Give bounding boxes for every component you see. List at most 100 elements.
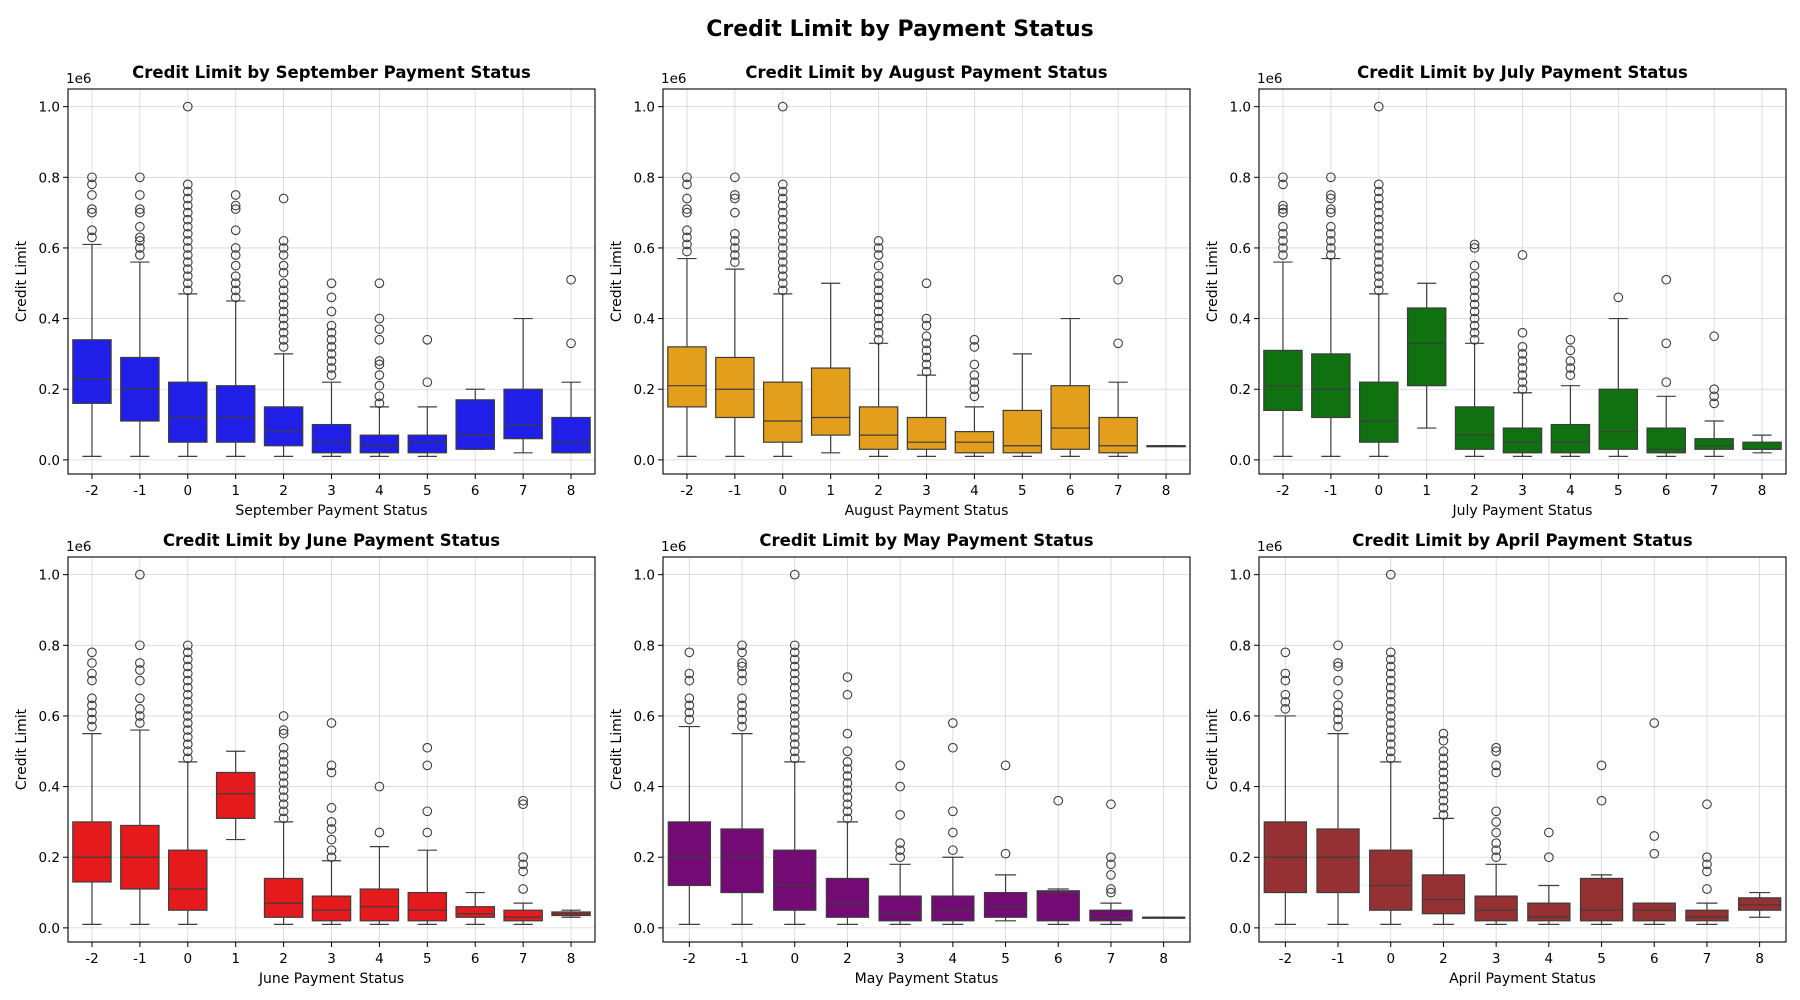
x-tick-label: 8 xyxy=(1159,951,1168,967)
outlier-point xyxy=(789,725,800,735)
subplot-april: Credit Limit by April Payment Status 1e6… xyxy=(1205,531,1787,987)
outlier-point xyxy=(789,689,800,700)
outlier-point xyxy=(374,370,385,380)
outlier-point xyxy=(682,225,692,236)
outlier-point xyxy=(730,193,740,204)
outlier-point xyxy=(182,682,193,693)
y-tick-label: 0.2 xyxy=(634,382,655,398)
outlier-point xyxy=(777,200,788,211)
subplot-title: Credit Limit by September Payment Status xyxy=(132,63,531,82)
outlier-point xyxy=(518,884,528,894)
iqr-box xyxy=(983,891,1028,918)
outlier-point xyxy=(1469,278,1480,289)
outlier-point xyxy=(87,190,97,200)
box--2 xyxy=(72,647,112,925)
outlier-point xyxy=(684,668,695,679)
outlier-point xyxy=(789,739,800,750)
outlier-point xyxy=(135,221,145,232)
outlier-point xyxy=(326,760,337,771)
outlier-point xyxy=(374,781,385,792)
outlier-point xyxy=(1326,204,1336,214)
outlier-point xyxy=(1385,682,1396,693)
box-2 xyxy=(1454,239,1495,457)
outlier-point xyxy=(422,334,433,345)
outlier-point xyxy=(921,320,932,331)
y-tick-label: 1.0 xyxy=(1230,568,1251,584)
outlier-point xyxy=(278,320,289,331)
outlier-point xyxy=(1053,795,1064,806)
x-tick-label: 2 xyxy=(874,483,883,499)
outlier-point xyxy=(1000,848,1011,859)
y-tick-label: 0.6 xyxy=(634,709,655,725)
outlier-point xyxy=(684,714,695,725)
outlier-point xyxy=(789,718,800,728)
outlier-point xyxy=(895,852,906,863)
box-7 xyxy=(1089,799,1133,925)
outlier-point xyxy=(1517,370,1528,380)
iqr-box xyxy=(825,877,870,918)
iqr-box xyxy=(1579,877,1624,922)
box-2 xyxy=(825,672,870,925)
outlier-point xyxy=(1469,313,1480,324)
outlier-point xyxy=(326,292,337,303)
outlier-point xyxy=(1702,859,1712,870)
axes-frame xyxy=(67,556,596,943)
outlier-point xyxy=(182,250,193,260)
iqr-box xyxy=(1454,406,1495,450)
outlier-point xyxy=(1326,228,1336,239)
iqr-box xyxy=(1316,828,1360,894)
subplot-september: Credit Limit by September Payment Status… xyxy=(14,63,596,519)
outlier-point xyxy=(1373,278,1384,289)
outlier-point xyxy=(1661,274,1672,285)
y-tick-label: 0.2 xyxy=(39,382,60,398)
y-offset-label: 1e6 xyxy=(66,71,91,87)
x-tick-label: -2 xyxy=(680,483,693,499)
y-offset-label: 1e6 xyxy=(661,539,686,555)
outlier-point xyxy=(777,250,788,260)
iqr-box xyxy=(1527,902,1571,922)
x-tick-label: 3 xyxy=(327,483,336,499)
outlier-point xyxy=(135,718,145,728)
x-tick-label: 4 xyxy=(375,483,384,499)
outlier-point xyxy=(1517,327,1528,338)
outlier-point xyxy=(737,693,747,704)
outlier-point xyxy=(518,795,528,806)
outlier-point xyxy=(87,179,97,190)
outlier-point xyxy=(87,204,97,214)
outlier-point xyxy=(135,640,145,651)
outlier-point xyxy=(182,264,193,274)
outlier-point xyxy=(1596,760,1607,771)
outlier-point xyxy=(895,838,906,848)
outlier-point xyxy=(182,200,193,211)
outlier-point xyxy=(682,204,692,214)
subplot-title: Credit Limit by May Payment Status xyxy=(759,531,1093,550)
outlier-point xyxy=(326,767,337,778)
outlier-point xyxy=(1702,866,1712,877)
outlier-point xyxy=(278,757,289,767)
box--2 xyxy=(1263,172,1303,457)
outlier-point xyxy=(737,647,747,658)
box--1 xyxy=(120,569,160,925)
outlier-point xyxy=(842,746,853,757)
box-2 xyxy=(1421,728,1466,925)
outlier-point xyxy=(1438,809,1449,820)
outlier-point xyxy=(737,668,747,679)
outlier-point xyxy=(730,190,740,200)
outlier-point xyxy=(895,809,906,820)
x-tick-label: -1 xyxy=(1331,951,1344,967)
outlier-point xyxy=(278,250,289,260)
outlier-point xyxy=(842,771,853,781)
box--2 xyxy=(667,172,707,457)
outlier-point xyxy=(1491,838,1501,848)
outlier-point xyxy=(1373,228,1384,239)
outlier-point xyxy=(1385,711,1396,721)
outlier-point xyxy=(278,785,289,795)
outlier-point xyxy=(230,200,241,211)
outlier-point xyxy=(1333,700,1343,711)
outlier-point xyxy=(230,285,241,296)
x-tick-label: 0 xyxy=(183,483,192,499)
outlier-point xyxy=(1278,236,1288,246)
box-6 xyxy=(1646,274,1686,457)
outlier-point xyxy=(1333,714,1343,725)
outlier-point xyxy=(1385,689,1396,700)
